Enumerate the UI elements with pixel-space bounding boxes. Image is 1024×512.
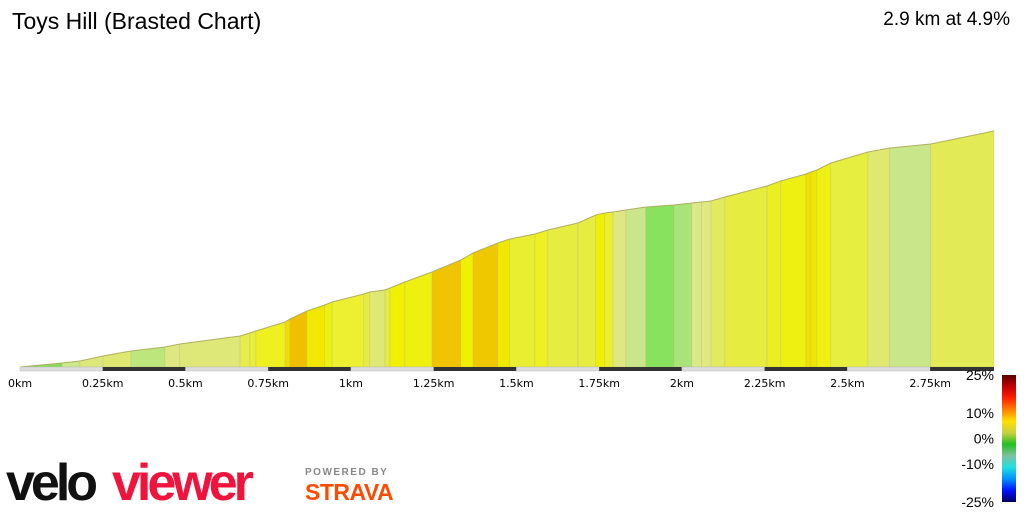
profile-segment	[331, 293, 365, 368]
legend-label: 10%	[966, 405, 994, 421]
profile-segment	[710, 196, 726, 368]
distance-bar-segment	[764, 367, 848, 371]
x-tick-label: 0.75km	[247, 377, 289, 390]
distance-bar-segment	[19, 366, 103, 372]
profile-segment	[577, 214, 597, 368]
profile-segment	[404, 271, 433, 368]
distance-bar-segment	[350, 366, 434, 372]
profile-segment	[324, 301, 333, 368]
logo-velo: velo	[6, 454, 96, 508]
x-axis-ticks: 0km 0.25km 0.5km 0.75km 1km 1.25km 1.5km 1.75km…	[8, 377, 951, 390]
profile-segment	[472, 242, 499, 368]
profile-segment	[701, 200, 712, 368]
distance-bar-segment	[599, 367, 682, 371]
strava-logo: STRAVA	[305, 479, 394, 505]
profile-segment	[673, 202, 693, 368]
profile-segment	[612, 209, 627, 368]
x-tick-label: 0.25km	[82, 377, 124, 390]
distance-bar-segment	[185, 366, 269, 372]
profile-segment	[306, 304, 326, 368]
profile-segment	[431, 259, 462, 368]
x-tick-label: 2.5km	[830, 377, 865, 390]
profile-segment	[625, 206, 647, 368]
distance-bar-segment	[102, 367, 186, 371]
distance-bar-segment	[433, 367, 517, 371]
distance-bar	[19, 366, 994, 372]
profile-segment	[384, 287, 391, 368]
profile-segment	[363, 291, 371, 368]
profile-segment	[79, 355, 104, 368]
profile-segment	[724, 185, 768, 368]
profile-segment	[604, 211, 614, 368]
profile-segment	[930, 130, 995, 368]
profile-segment	[830, 151, 869, 368]
profile-outline	[19, 130, 995, 368]
logo-viewer: viewer	[112, 454, 254, 508]
profile-segment	[509, 233, 536, 368]
veloviewer-logo: velo viewer	[6, 454, 258, 508]
x-tick-label: 2.75km	[909, 377, 951, 390]
x-tick-label: 1.25km	[413, 377, 455, 390]
distance-bar-segment	[268, 367, 351, 371]
distance-bar-segment	[516, 366, 600, 372]
x-tick-label: 1km	[339, 377, 363, 390]
climb-summary: 2.9 km at 4.9%	[883, 9, 1010, 30]
profile-segment	[249, 330, 257, 368]
profile-segment	[255, 321, 286, 368]
distance-bar-segment	[681, 366, 765, 372]
profile-segment	[889, 143, 932, 368]
profile-segment	[595, 212, 606, 368]
distance-bar-segment	[930, 367, 994, 371]
x-tick-label: 2.25km	[744, 377, 786, 390]
x-tick-label: 2km	[670, 377, 694, 390]
profile-segment	[816, 162, 832, 368]
distance-bar-segment	[847, 366, 931, 372]
powered-by-label: POWERED BY	[305, 467, 389, 478]
profile-segment	[547, 222, 579, 368]
gradient-legend-bar	[1002, 375, 1016, 502]
profile-segment	[369, 289, 386, 368]
profile-segment	[780, 173, 807, 368]
legend-label: 25%	[966, 367, 994, 383]
profile-segment	[179, 335, 241, 368]
profile-segment	[289, 310, 308, 368]
profile-segment	[284, 318, 291, 368]
profile-segment	[497, 238, 511, 368]
gradient-legend-labels: 25% 10% 0% -10% -25%	[961, 367, 994, 510]
legend-label: -10%	[961, 456, 994, 472]
profile-segment	[645, 204, 675, 368]
profile-segment	[810, 169, 818, 368]
profile-segments	[19, 130, 995, 368]
profile-segment	[805, 171, 812, 368]
chart-title: Toys Hill (Brasted Chart)	[12, 8, 262, 34]
x-tick-label: 1.5km	[499, 377, 534, 390]
profile-segment	[460, 252, 474, 368]
profile-segment	[867, 147, 890, 368]
x-tick-label: 0km	[8, 377, 32, 390]
legend-label: 0%	[974, 431, 994, 447]
profile-segment	[239, 332, 251, 368]
legend-label: -25%	[961, 494, 994, 510]
profile-segment	[534, 229, 549, 368]
profile-segment	[389, 281, 406, 368]
profile-segment	[691, 201, 703, 368]
profile-segment	[164, 343, 181, 368]
x-tick-label: 0.5km	[168, 377, 203, 390]
profile-segment	[766, 180, 782, 368]
x-tick-label: 1.75km	[578, 377, 620, 390]
